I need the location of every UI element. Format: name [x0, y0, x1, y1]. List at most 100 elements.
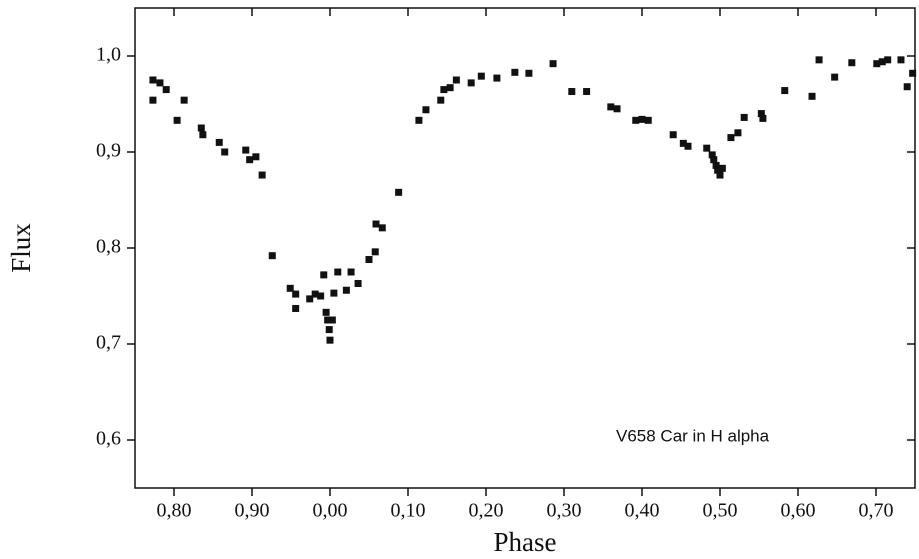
- data-point: [740, 113, 748, 121]
- data-point: [334, 268, 342, 276]
- data-point: [831, 73, 839, 81]
- data-point: [242, 146, 250, 154]
- data-point: [727, 134, 735, 142]
- data-point: [415, 116, 423, 124]
- data-point: [173, 116, 181, 124]
- data-point: [679, 139, 687, 147]
- data-point: [330, 289, 338, 297]
- data-point: [638, 115, 646, 123]
- data-point: [708, 151, 716, 159]
- y-tick-label: 0,8: [96, 236, 121, 258]
- data-point: [437, 96, 445, 104]
- x-tick-label: 0,70: [859, 500, 894, 522]
- x-tick-label: 0,90: [235, 500, 270, 522]
- data-point: [897, 56, 905, 64]
- data-point: [199, 131, 207, 139]
- x-tick-label: 0,30: [547, 500, 582, 522]
- x-tick-label: 0,00: [313, 500, 348, 522]
- data-point: [607, 103, 615, 111]
- plot-frame: [134, 7, 916, 489]
- y-tick-label: 0,6: [96, 428, 121, 450]
- data-point: [712, 161, 720, 169]
- data-point: [221, 148, 229, 156]
- x-axis-title: Phase: [494, 527, 557, 557]
- x-tick-label: 0,40: [625, 500, 660, 522]
- data-point: [568, 88, 576, 96]
- data-point: [180, 96, 188, 104]
- data-point: [759, 114, 767, 122]
- data-point: [452, 76, 460, 84]
- data-point: [909, 69, 917, 77]
- data-point: [246, 156, 254, 164]
- data-point: [583, 88, 591, 96]
- data-point: [371, 248, 379, 256]
- data-point: [342, 286, 350, 294]
- data-point: [317, 292, 325, 300]
- data-point: [440, 86, 448, 94]
- y-tick-label: 0,7: [96, 332, 121, 354]
- data-point: [311, 290, 319, 298]
- data-point: [477, 72, 485, 80]
- data-point: [378, 224, 386, 232]
- data-point: [734, 129, 742, 137]
- y-tick-label: 1,0: [96, 44, 121, 66]
- data-point: [613, 105, 621, 113]
- data-point: [669, 131, 677, 139]
- data-point: [714, 166, 722, 174]
- data-point: [684, 142, 692, 150]
- data-point: [197, 124, 205, 132]
- data-point: [156, 79, 164, 87]
- data-point: [549, 60, 557, 68]
- data-point: [372, 220, 380, 228]
- x-tick-label: 0,60: [781, 500, 816, 522]
- data-point: [718, 164, 726, 172]
- data-point: [467, 79, 475, 87]
- data-point: [644, 116, 652, 124]
- data-point: [215, 138, 223, 146]
- y-tick-label: 0,9: [96, 140, 121, 162]
- data-point: [149, 96, 157, 104]
- data-point: [525, 69, 533, 77]
- data-point: [292, 304, 300, 312]
- data-point: [757, 110, 765, 118]
- data-point: [149, 76, 157, 84]
- data-point: [326, 336, 334, 344]
- data-point: [324, 316, 332, 324]
- data-point: [162, 86, 170, 94]
- data-point: [347, 268, 355, 276]
- data-point: [252, 153, 260, 161]
- data-point: [884, 56, 892, 64]
- data-point: [395, 188, 403, 196]
- x-tick-label: 0,50: [703, 500, 738, 522]
- data-point: [511, 68, 519, 76]
- data-point: [716, 171, 724, 179]
- data-point: [292, 290, 300, 298]
- data-point: [286, 284, 294, 292]
- data-point: [781, 87, 789, 95]
- data-point: [365, 256, 373, 264]
- data-point: [815, 56, 823, 64]
- x-tick-label: 0,20: [469, 500, 504, 522]
- annotation: V658 Car in H alpha: [616, 426, 770, 445]
- x-tick-label: 0,10: [391, 500, 426, 522]
- data-point: [710, 156, 718, 164]
- data-point: [703, 144, 711, 152]
- data-point: [328, 316, 336, 324]
- data-point: [320, 271, 328, 279]
- data-point: [808, 92, 816, 100]
- data-point: [354, 280, 362, 288]
- data-point: [878, 58, 886, 66]
- x-tick-label: 0,80: [157, 500, 192, 522]
- data-point: [306, 295, 314, 303]
- data-point: [268, 252, 276, 260]
- data-point: [258, 171, 266, 179]
- data-point: [873, 60, 881, 68]
- data-point: [325, 326, 333, 334]
- data-point: [322, 308, 330, 316]
- y-axis-title: Flux: [6, 223, 36, 273]
- data-point: [446, 84, 454, 92]
- data-point: [422, 106, 430, 114]
- data-point: [632, 116, 640, 124]
- data-point: [903, 83, 911, 91]
